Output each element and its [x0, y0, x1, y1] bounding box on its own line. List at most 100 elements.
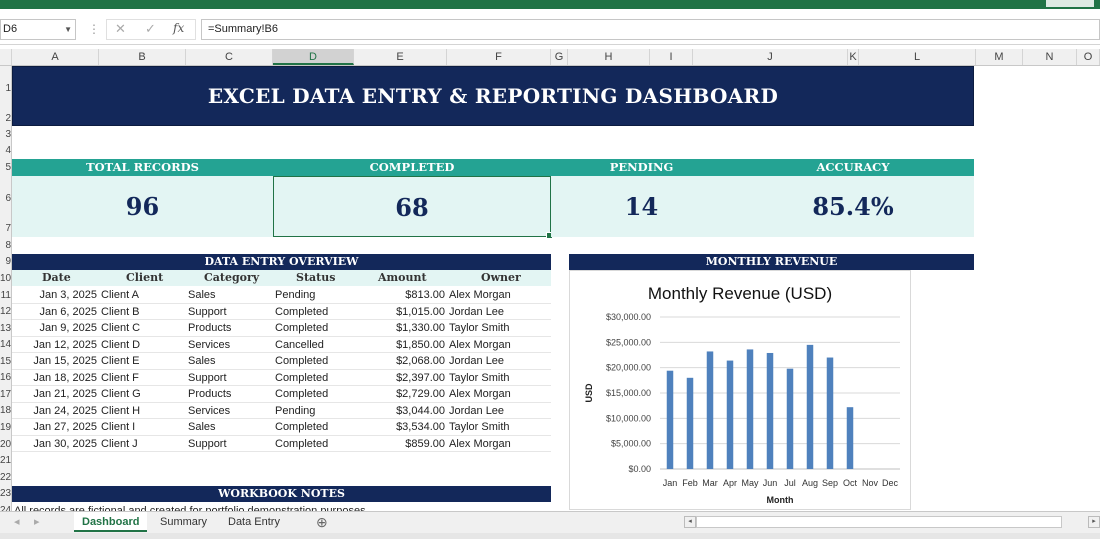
column-header-a[interactable]: A — [12, 49, 99, 65]
row-header[interactable]: 18 — [0, 405, 12, 416]
tab-scroll-right-icon[interactable]: ▸ — [34, 516, 40, 528]
cell-status[interactable]: Completed — [275, 355, 329, 368]
column-header-n[interactable]: N — [1023, 49, 1077, 65]
column-header-h[interactable]: H — [568, 49, 650, 65]
cell-category[interactable]: Services — [188, 338, 231, 351]
cell-owner[interactable]: Alex Morgan — [449, 289, 511, 301]
chart-bar-may[interactable] — [746, 349, 754, 469]
cell-category[interactable]: Products — [188, 388, 232, 401]
column-header-e[interactable]: E — [354, 49, 447, 65]
row-header[interactable]: 10 — [0, 273, 12, 284]
cell-client[interactable]: Client D — [101, 338, 141, 351]
chart-bar-jul[interactable] — [786, 368, 794, 469]
table-row[interactable]: Jan 3, 2025 Client A Sales Pending $813.00 Al… — [12, 287, 551, 304]
cell-date[interactable]: Jan 24, 2025 — [33, 404, 97, 417]
cell-client[interactable]: Client F — [101, 371, 139, 384]
tab-summary[interactable]: Summary — [160, 516, 208, 528]
cell-owner[interactable]: Taylor Smith — [449, 371, 510, 384]
row-header[interactable]: 5 — [5, 162, 11, 173]
table-row[interactable]: Jan 12, 2025 Client D Services Cancelled $1,… — [12, 337, 551, 354]
row-header[interactable]: 23 — [0, 488, 12, 499]
cell-owner[interactable]: Alex Morgan — [449, 338, 511, 351]
cell-category[interactable]: Support — [188, 305, 227, 318]
cell-category[interactable]: Products — [188, 322, 232, 335]
chart-bar-jun[interactable] — [766, 352, 774, 469]
add-sheet-icon[interactable]: ⊕ — [316, 514, 328, 530]
cell-client[interactable]: Client C — [101, 322, 141, 335]
row-header[interactable]: 11 — [0, 290, 11, 301]
row-header[interactable]: 17 — [0, 389, 12, 400]
tab-dashboard[interactable]: Dashboard — [74, 512, 148, 532]
row-header[interactable]: 9 — [5, 256, 11, 267]
cell-date[interactable]: Jan 12, 2025 — [33, 338, 97, 351]
column-header-d[interactable]: D — [273, 49, 354, 65]
row-header[interactable]: 21 — [0, 455, 12, 466]
cell-date[interactable]: Jan 30, 2025 — [33, 437, 97, 450]
row-header[interactable]: 15 — [0, 356, 12, 367]
cell-status[interactable]: Completed — [275, 305, 329, 318]
kpi-value-accuracy[interactable]: 85.4% — [732, 176, 974, 237]
cell-status[interactable]: Completed — [275, 437, 329, 450]
row-header[interactable]: 8 — [5, 240, 11, 251]
cell-client[interactable]: Client I — [101, 421, 136, 434]
column-header-c[interactable]: C — [186, 49, 273, 65]
cell-owner[interactable]: Jordan Lee — [449, 355, 505, 368]
cell-owner[interactable]: Taylor Smith — [449, 421, 510, 434]
enter-icon[interactable]: ✓ — [145, 21, 156, 36]
chart-bar-jan[interactable] — [666, 370, 674, 469]
table-row[interactable]: Jan 18, 2025 Client F Support Completed $2,3… — [12, 370, 551, 387]
cell-date[interactable]: Jan 15, 2025 — [33, 355, 97, 368]
cell-amount[interactable]: $859.00 — [405, 437, 445, 450]
cell-status[interactable]: Completed — [275, 388, 329, 401]
cell-status[interactable]: Completed — [275, 322, 329, 335]
chart-bar-aug[interactable] — [806, 344, 814, 469]
row-header[interactable]: 16 — [0, 372, 12, 383]
cell-owner[interactable]: Alex Morgan — [449, 437, 511, 450]
horizontal-scrollbar[interactable] — [696, 516, 1062, 528]
chevron-down-icon[interactable]: ▼ — [64, 25, 72, 34]
kpi-value-completed[interactable]: 68 — [273, 176, 553, 239]
cell-client[interactable]: Client G — [101, 388, 141, 401]
table-row[interactable]: Jan 6, 2025 Client B Support Completed $1,01… — [12, 304, 551, 321]
cell-client[interactable]: Client E — [101, 355, 140, 368]
chart-bar-feb[interactable] — [686, 377, 694, 469]
table-row[interactable]: Jan 24, 2025 Client H Services Pending $3,04… — [12, 403, 551, 420]
chart-bar-sep[interactable] — [826, 357, 834, 469]
cell-client[interactable]: Client A — [101, 289, 139, 301]
cell-date[interactable]: Jan 18, 2025 — [33, 371, 97, 384]
column-header-l[interactable]: L — [859, 49, 976, 65]
cell-category[interactable]: Sales — [188, 421, 216, 434]
cell-owner[interactable]: Alex Morgan — [449, 388, 511, 401]
cell-owner[interactable]: Jordan Lee — [449, 305, 505, 318]
cell-date[interactable]: Jan 21, 2025 — [33, 388, 97, 401]
name-box[interactable]: D6 ▼ — [0, 19, 76, 40]
row-header[interactable]: 7 — [5, 223, 11, 234]
cell-owner[interactable]: Taylor Smith — [449, 322, 510, 335]
column-header-j[interactable]: J — [693, 49, 848, 65]
row-header[interactable]: 4 — [5, 145, 11, 156]
cancel-icon[interactable]: ✕ — [115, 21, 126, 36]
column-header-m[interactable]: M — [976, 49, 1023, 65]
row-header[interactable]: 6 — [5, 193, 11, 204]
account-button[interactable] — [1046, 0, 1094, 7]
cell-status[interactable]: Pending — [275, 289, 316, 301]
cell-owner[interactable]: Jordan Lee — [449, 404, 505, 417]
cell-category[interactable]: Sales — [188, 289, 216, 301]
insert-function-icon[interactable]: fx — [173, 21, 185, 35]
cell-date[interactable]: Jan 6, 2025 — [39, 305, 98, 318]
kpi-value-pending[interactable]: 14 — [551, 176, 732, 237]
cell-amount[interactable]: $2,729.00 — [396, 388, 445, 401]
cell-amount[interactable]: $3,534.00 — [396, 421, 445, 434]
row-header[interactable]: 14 — [0, 339, 12, 350]
cell-category[interactable]: Sales — [188, 355, 216, 368]
row-header[interactable]: 1 — [5, 83, 11, 94]
cell-amount[interactable]: $813.00 — [405, 289, 445, 301]
hscroll-right-button[interactable]: ▸ — [1088, 516, 1100, 528]
revenue-chart[interactable]: Monthly Revenue (USD) $0.00 $5,000.00 $10,… — [569, 270, 911, 510]
cell-date[interactable]: Jan 27, 2025 — [33, 421, 97, 434]
row-header[interactable]: 22 — [0, 472, 12, 483]
cell-client[interactable]: Client H — [101, 404, 141, 417]
cell-amount[interactable]: $1,850.00 — [396, 338, 445, 351]
table-row[interactable]: Jan 9, 2025 Client C Products Completed $1,3… — [12, 320, 551, 337]
chart-bar-oct[interactable] — [846, 407, 854, 469]
